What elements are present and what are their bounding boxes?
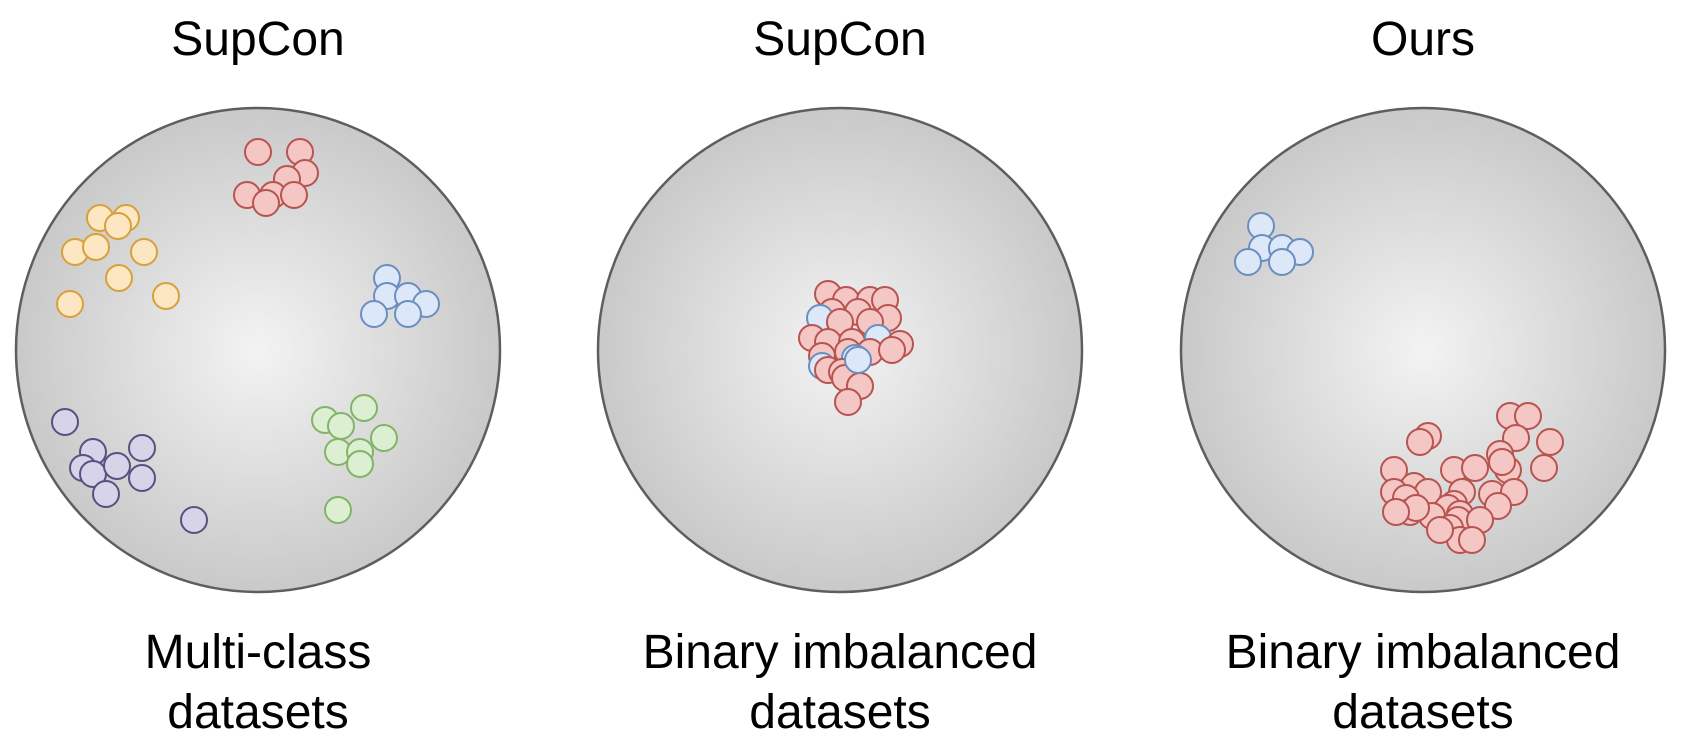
panel-caption-line1: Multi-class xyxy=(145,626,372,679)
red-class-point xyxy=(1536,428,1564,456)
purple-class-point xyxy=(128,464,156,492)
red-class-point xyxy=(1530,454,1558,482)
panel-caption-line2: datasets xyxy=(167,686,348,739)
panel-title: SupCon xyxy=(171,13,344,66)
panel-caption-line1: Binary imbalanced xyxy=(1226,626,1621,679)
blue-class-point xyxy=(394,300,422,328)
red-class-point xyxy=(834,388,862,416)
embedding-sphere xyxy=(14,106,502,594)
red-class-point xyxy=(1382,498,1410,526)
yellow-class-point xyxy=(82,233,110,261)
embedding-points xyxy=(798,280,914,416)
red-class-point xyxy=(878,336,906,364)
panel-title: SupCon xyxy=(753,13,926,66)
panel-multiclass-supcon: SupCon Multi-class datasets xyxy=(14,13,502,739)
red-class-point xyxy=(1514,402,1542,430)
blue-class-point xyxy=(844,346,872,374)
panel-caption-line2: datasets xyxy=(749,686,930,739)
purple-class-point xyxy=(51,408,79,436)
blue-class-point xyxy=(1268,248,1296,276)
red-class-point xyxy=(1488,448,1516,476)
yellow-class-point xyxy=(105,264,133,292)
red-class-point xyxy=(244,138,272,166)
yellow-class-point xyxy=(104,212,132,240)
green-class-point xyxy=(350,394,378,422)
embedding-points xyxy=(1234,212,1564,554)
yellow-class-point xyxy=(130,238,158,266)
yellow-class-point xyxy=(56,290,84,318)
green-class-point xyxy=(327,412,355,440)
yellow-class-point xyxy=(152,282,180,310)
red-class-point xyxy=(1461,454,1489,482)
blue-class-point xyxy=(1234,248,1262,276)
purple-class-point xyxy=(103,452,131,480)
blue-class-point xyxy=(360,300,388,328)
embedding-points xyxy=(51,138,440,534)
green-class-point xyxy=(324,496,352,524)
panel-caption-line1: Binary imbalanced xyxy=(643,626,1038,679)
panel-title: Ours xyxy=(1371,13,1475,66)
purple-class-point xyxy=(128,434,156,462)
red-class-point xyxy=(1406,428,1434,456)
purple-class-point xyxy=(180,506,208,534)
green-class-point xyxy=(370,424,398,452)
red-class-point xyxy=(280,181,308,209)
red-class-point xyxy=(252,189,280,217)
red-class-point xyxy=(1458,526,1486,554)
purple-class-point xyxy=(92,480,120,508)
panel-binary-supcon: SupCon Binary imbalanced datasets xyxy=(596,13,1084,739)
red-class-point xyxy=(1426,516,1454,544)
panel-binary-ours: Ours Binary imbalanced datasets xyxy=(1179,13,1667,739)
panel-caption-line2: datasets xyxy=(1332,686,1513,739)
green-class-point xyxy=(346,450,374,478)
